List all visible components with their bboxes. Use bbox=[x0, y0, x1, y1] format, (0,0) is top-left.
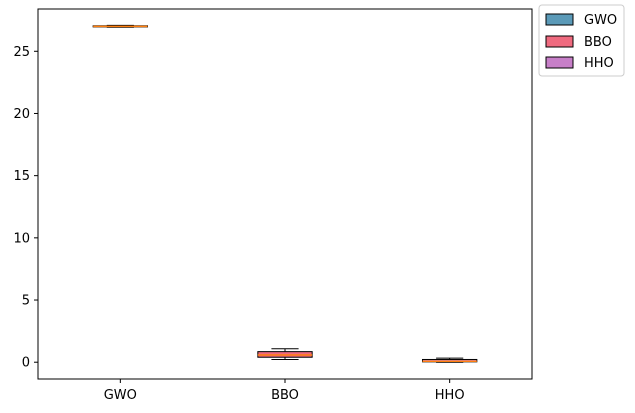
legend-label-hho: HHO bbox=[584, 56, 614, 71]
boxes-layer bbox=[92, 24, 478, 363]
y-tick-label: 5 bbox=[22, 294, 30, 309]
y-tick-label: 15 bbox=[13, 169, 30, 184]
x-tick-label: GWO bbox=[104, 388, 137, 403]
box-hho bbox=[421, 357, 478, 363]
x-axis: GWO BBO HHO bbox=[104, 379, 465, 403]
box-gwo bbox=[92, 24, 149, 28]
y-axis: 0 5 10 15 20 25 bbox=[13, 45, 38, 371]
y-tick-label: 10 bbox=[13, 231, 30, 246]
x-tick-label: HHO bbox=[435, 388, 465, 403]
legend-swatch-hho bbox=[545, 56, 574, 69]
legend: GWO BBO HHO bbox=[538, 4, 625, 77]
y-tick-label: 0 bbox=[22, 356, 30, 371]
box-bbo bbox=[257, 348, 313, 360]
y-tick-label: 25 bbox=[13, 45, 30, 60]
y-tick-label: 20 bbox=[13, 107, 30, 122]
plot-frame bbox=[37, 8, 533, 380]
legend-label-bbo: BBO bbox=[584, 35, 612, 50]
x-tick-label: BBO bbox=[271, 388, 299, 403]
legend-swatch-bbo bbox=[545, 35, 574, 48]
legend-swatch-gwo bbox=[545, 13, 574, 26]
legend-label-gwo: GWO bbox=[584, 13, 617, 28]
plot-area bbox=[38, 9, 532, 379]
